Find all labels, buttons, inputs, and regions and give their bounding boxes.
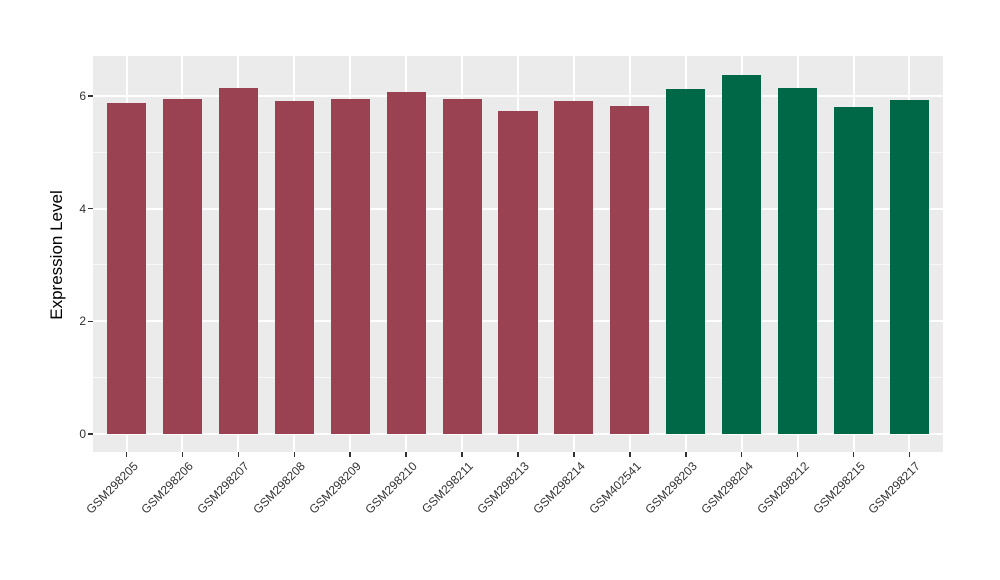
bar bbox=[666, 89, 706, 434]
x-tick bbox=[293, 452, 296, 457]
bar bbox=[274, 100, 314, 434]
bar bbox=[554, 101, 594, 434]
y-tick-label: 6 bbox=[79, 88, 86, 103]
y-tick bbox=[88, 433, 93, 435]
bar bbox=[722, 74, 762, 434]
bar bbox=[106, 102, 147, 434]
y-tick-label: 4 bbox=[79, 201, 86, 216]
bar bbox=[330, 98, 370, 434]
x-tick bbox=[685, 452, 687, 457]
plot-panel bbox=[93, 56, 943, 452]
y-tick-label: 2 bbox=[79, 314, 86, 329]
y-tick bbox=[88, 320, 93, 323]
x-tick-label: GSM298205 bbox=[82, 459, 141, 517]
x-tick bbox=[796, 452, 799, 457]
bar bbox=[833, 106, 874, 434]
bar bbox=[386, 92, 426, 434]
x-tick bbox=[573, 452, 575, 457]
x-tick bbox=[740, 452, 743, 457]
bar bbox=[498, 111, 538, 434]
x-tick bbox=[908, 452, 911, 457]
bar bbox=[162, 98, 203, 434]
x-tick bbox=[461, 452, 463, 457]
x-tick bbox=[181, 452, 184, 457]
bar bbox=[778, 88, 818, 434]
bar bbox=[218, 87, 258, 434]
x-tick bbox=[237, 452, 240, 457]
y-tick-label: 0 bbox=[79, 426, 86, 441]
x-tick bbox=[349, 452, 351, 457]
bar bbox=[889, 99, 930, 434]
x-tick bbox=[629, 452, 631, 457]
x-tick bbox=[405, 452, 407, 457]
x-tick bbox=[852, 452, 855, 457]
x-tick bbox=[125, 452, 128, 457]
bar bbox=[442, 98, 482, 434]
y-tick bbox=[88, 95, 93, 97]
y-tick bbox=[88, 207, 93, 210]
y-axis-title: Expression Level bbox=[47, 190, 66, 320]
bar bbox=[610, 106, 650, 434]
x-tick bbox=[517, 452, 519, 457]
